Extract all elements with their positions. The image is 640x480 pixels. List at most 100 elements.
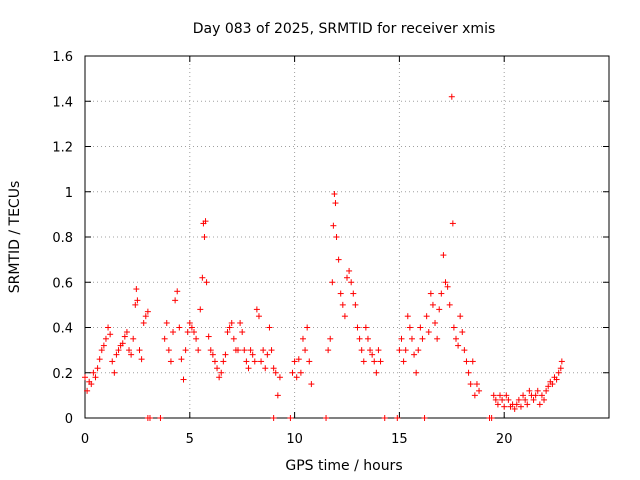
data-point xyxy=(402,347,409,354)
data-point xyxy=(411,351,418,358)
data-point xyxy=(224,329,231,336)
data-point xyxy=(235,347,242,354)
data-point xyxy=(295,356,302,363)
data-point xyxy=(111,369,118,376)
data-point xyxy=(202,218,209,225)
data-point xyxy=(471,392,478,399)
data-point xyxy=(511,405,518,412)
data-point xyxy=(272,369,279,376)
data-point xyxy=(434,335,441,342)
data-point xyxy=(436,306,443,313)
data-point xyxy=(178,356,185,363)
x-tick-labels: 0 5 10 15 20 xyxy=(81,432,513,447)
data-point xyxy=(358,347,365,354)
y-tick-label: 0.6 xyxy=(52,276,73,291)
data-point xyxy=(367,347,374,354)
data-point xyxy=(274,392,281,399)
data-point xyxy=(408,335,415,342)
data-point xyxy=(545,383,552,390)
data-point xyxy=(140,319,147,326)
data-point xyxy=(427,290,434,297)
data-point xyxy=(341,313,348,320)
data-point xyxy=(557,365,564,372)
data-point xyxy=(126,347,133,354)
data-point xyxy=(541,396,548,403)
data-point xyxy=(373,369,380,376)
data-point xyxy=(304,324,311,331)
data-point xyxy=(364,335,371,342)
data-point xyxy=(128,351,135,358)
data-point xyxy=(264,351,271,358)
data-point xyxy=(538,392,545,399)
data-point xyxy=(306,358,313,365)
data-point xyxy=(404,313,411,320)
data-point xyxy=(360,358,367,365)
data-point xyxy=(339,301,346,308)
data-point xyxy=(237,319,244,326)
data-point xyxy=(553,376,560,383)
data-point xyxy=(109,358,116,365)
x-tick-label: 15 xyxy=(391,432,408,447)
data-point xyxy=(505,396,512,403)
data-point xyxy=(172,297,179,304)
data-point xyxy=(421,415,428,421)
data-point xyxy=(230,335,237,342)
data-point xyxy=(308,381,315,388)
data-point xyxy=(406,324,413,331)
data-point xyxy=(348,279,355,286)
y-tick-labels: 0 0.2 0.4 0.6 0.8 1 1.2 1.4 1.6 xyxy=(52,50,73,427)
data-point xyxy=(186,319,193,326)
data-point xyxy=(209,351,216,358)
data-point xyxy=(356,335,363,342)
data-point xyxy=(287,415,294,421)
data-point xyxy=(239,329,246,336)
data-point xyxy=(249,351,256,358)
data-point xyxy=(174,288,181,295)
data-point xyxy=(419,335,426,342)
data-point xyxy=(335,256,342,263)
data-point xyxy=(444,283,451,290)
data-point xyxy=(113,351,120,358)
data-point xyxy=(337,290,344,297)
data-point xyxy=(461,347,468,354)
data-point xyxy=(226,324,233,331)
data-point xyxy=(549,381,556,388)
data-point xyxy=(253,306,260,313)
data-point xyxy=(325,347,332,354)
data-point xyxy=(440,252,447,259)
data-point xyxy=(193,335,200,342)
data-point xyxy=(214,365,221,372)
data-point xyxy=(258,358,265,365)
data-point xyxy=(146,415,153,421)
data-point xyxy=(302,347,309,354)
data-point xyxy=(297,369,304,376)
y-axis-label: SRMTID / TECUs xyxy=(7,181,23,294)
data-point xyxy=(526,387,533,394)
data-point xyxy=(423,313,430,320)
data-point xyxy=(449,220,456,227)
data-point xyxy=(251,358,258,365)
data-point xyxy=(144,308,151,315)
data-point xyxy=(98,347,105,354)
data-point xyxy=(102,335,109,342)
data-point xyxy=(530,396,537,403)
data-point xyxy=(88,381,95,388)
data-point xyxy=(473,381,480,388)
data-point xyxy=(276,374,283,381)
data-point xyxy=(455,342,462,349)
chart-title: Day 083 of 2025, SRMTID for receiver xmi… xyxy=(193,21,496,37)
data-point xyxy=(161,335,168,342)
data-point xyxy=(450,324,457,331)
data-point xyxy=(490,392,497,399)
data-point xyxy=(220,358,227,365)
x-tick-label: 20 xyxy=(496,432,513,447)
data-point xyxy=(501,403,508,410)
data-point xyxy=(476,387,483,394)
data-point xyxy=(459,329,466,336)
y-tick-label: 1 xyxy=(65,186,73,201)
data-point xyxy=(216,374,223,381)
data-point xyxy=(396,347,403,354)
data-point xyxy=(377,358,384,365)
data-point xyxy=(218,369,225,376)
data-point xyxy=(105,324,112,331)
